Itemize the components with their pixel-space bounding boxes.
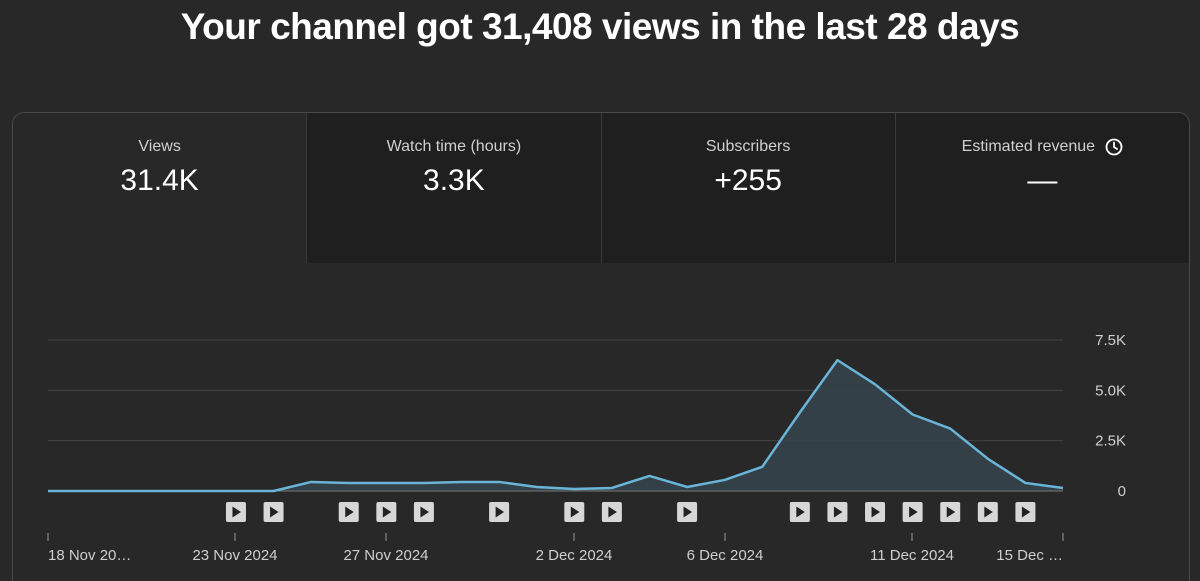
metric-value: 31.4K (120, 164, 199, 197)
metric-value: — (1027, 164, 1058, 197)
metric-value: 3.3K (423, 164, 485, 197)
metric-label: Watch time (hours) (386, 138, 522, 155)
metric-label: Subscribers (705, 138, 791, 155)
metric-tabs: Views 31.4K Watch time (hours) 3.3K Subs… (13, 113, 1189, 263)
metric-tab-estimated-revenue[interactable]: Estimated revenue — (894, 113, 1189, 263)
metric-label: Views (138, 138, 181, 155)
metric-value: +255 (714, 164, 782, 197)
metric-tab-subscribers[interactable]: Subscribers +255 (600, 113, 895, 263)
metric-tab-views[interactable]: Views 31.4K (13, 113, 307, 263)
metric-tab-watch-time[interactable]: Watch time (hours) 3.3K (306, 113, 601, 263)
page-headline: Your channel got 31,408 views in the las… (180, 6, 1020, 47)
analytics-card: Views 31.4K Watch time (hours) 3.3K Subs… (12, 112, 1190, 581)
clock-icon[interactable] (1105, 138, 1123, 156)
metric-label: Estimated revenue (961, 138, 1096, 155)
